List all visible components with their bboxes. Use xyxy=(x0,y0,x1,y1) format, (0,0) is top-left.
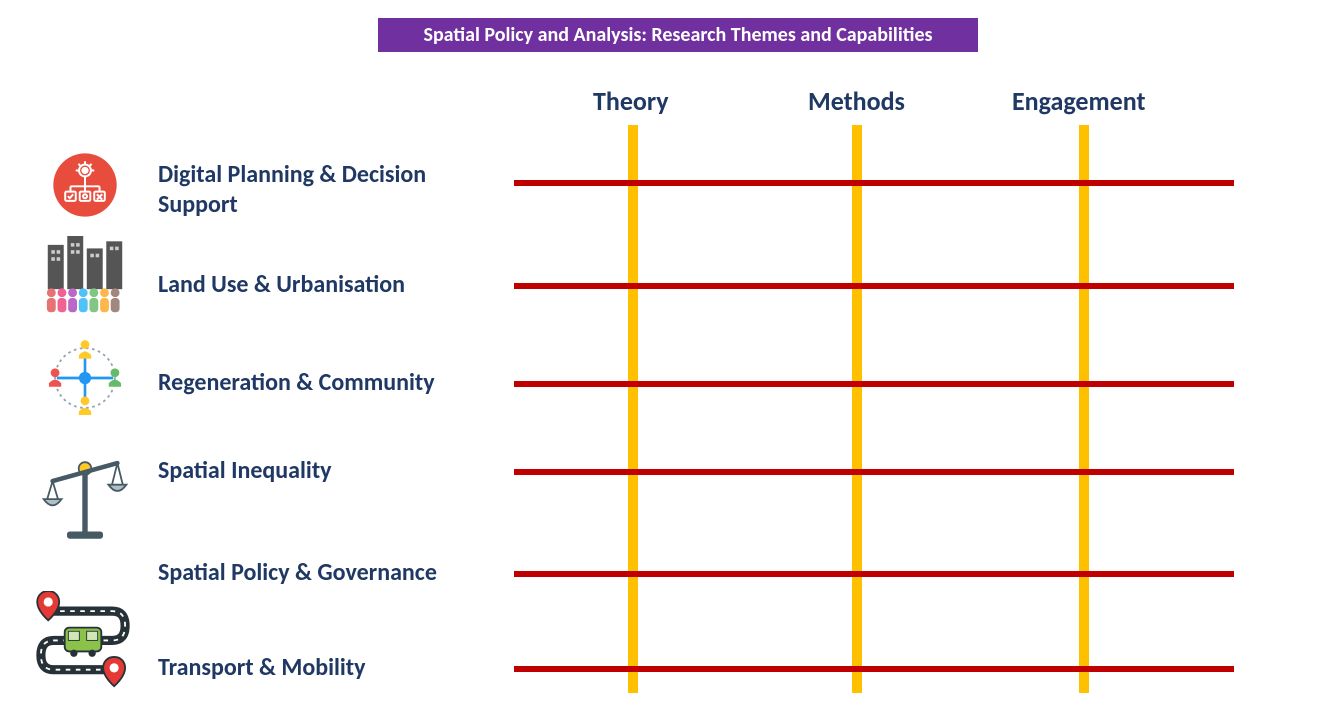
theme-line-4 xyxy=(514,571,1234,577)
theme-label-spatial-policy: Spatial Policy & Governance xyxy=(158,558,488,588)
planning-circle-icon xyxy=(40,150,130,220)
theme-line-3 xyxy=(514,469,1234,475)
theme-label-digital-planning: Digital Planning & Decision Support xyxy=(158,160,488,220)
column-header-theory: Theory xyxy=(593,85,669,117)
inequality-scales-icon xyxy=(40,450,130,550)
column-header-methods: Methods xyxy=(808,85,905,117)
theme-line-5 xyxy=(514,666,1234,672)
column-line-methods xyxy=(852,125,862,693)
theme-line-0 xyxy=(514,180,1234,186)
column-header-engagement: Engagement xyxy=(1012,85,1145,117)
theme-label-transport: Transport & Mobility xyxy=(158,653,488,683)
urbanisation-icon xyxy=(40,235,130,315)
transport-icon xyxy=(28,590,138,700)
title-banner: Spatial Policy and Analysis: Research Th… xyxy=(378,18,978,52)
theme-line-1 xyxy=(514,283,1234,289)
column-line-theory xyxy=(628,125,638,693)
title-text: Spatial Policy and Analysis: Research Th… xyxy=(424,23,933,47)
theme-label-land-use: Land Use & Urbanisation xyxy=(158,270,488,300)
column-line-engagement xyxy=(1079,125,1089,693)
theme-label-spatial-inequality: Spatial Inequality xyxy=(158,456,488,486)
theme-label-regeneration: Regeneration & Community xyxy=(158,368,488,398)
community-network-icon xyxy=(40,335,130,420)
theme-line-2 xyxy=(514,381,1234,387)
